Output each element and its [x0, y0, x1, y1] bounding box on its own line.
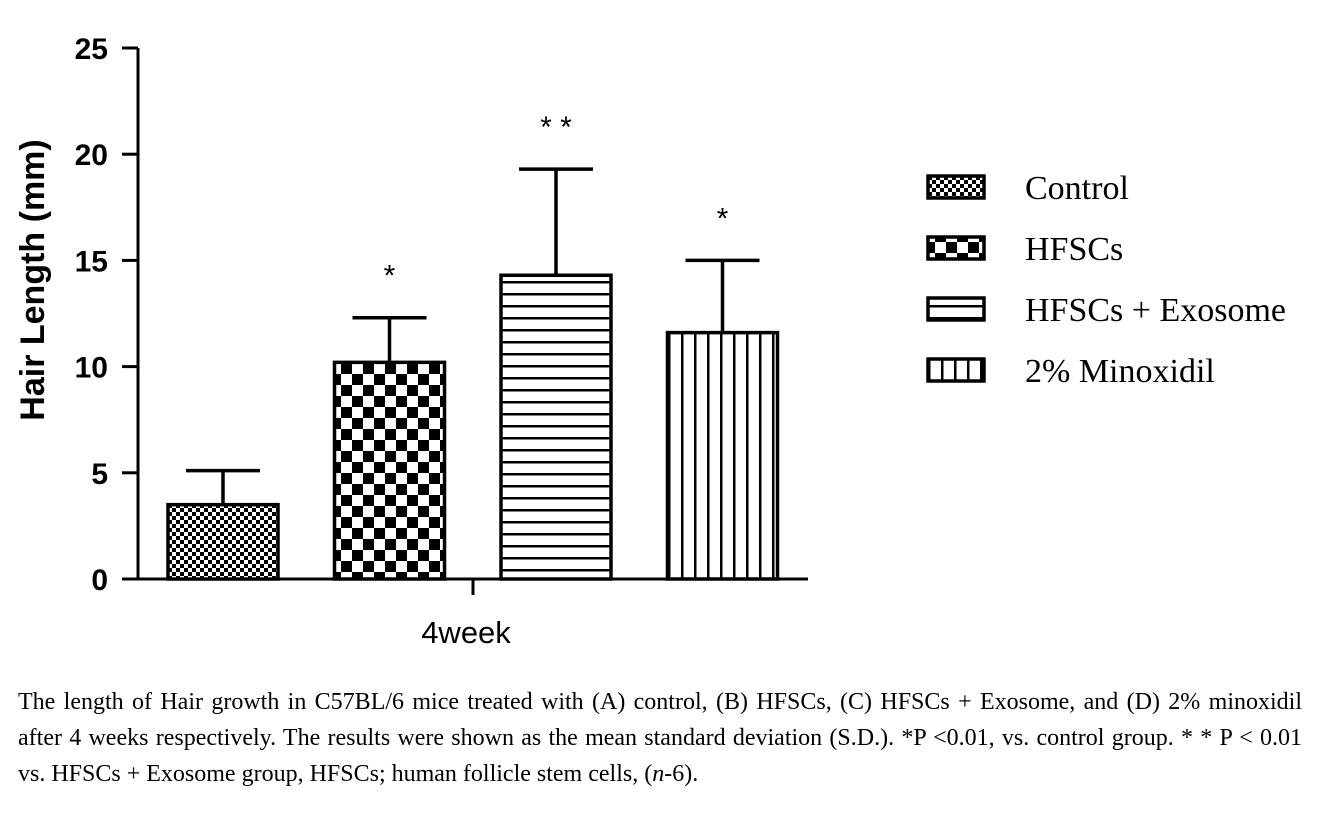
legend-label: HFSCs: [1025, 231, 1123, 268]
bar-group: [166, 468, 280, 581]
legend-item: HFSCs: [926, 231, 1123, 268]
bar-group: * *: [499, 111, 613, 581]
bar: [499, 273, 613, 581]
legend-item: HFSCs + Exosome: [926, 292, 1286, 329]
bar: [665, 330, 780, 581]
legend-swatch: [926, 296, 986, 322]
legend-label: 2% Minoxidil: [1025, 353, 1215, 390]
y-axis: 0 5 10 15 20 25: [75, 33, 140, 597]
caption-n-italic: n: [652, 761, 665, 787]
bars: * * * *: [166, 111, 780, 581]
legend-label: Control: [1025, 170, 1129, 207]
bar-chart: 0 5 10 15 20 25 * * * * Control HFSCs HFSCs + Exo…: [14, 33, 1286, 650]
y-tick-label: 10: [75, 352, 108, 385]
caption-text-end: -6).: [664, 761, 699, 787]
y-tick-label: 15: [75, 245, 108, 278]
bar: [332, 360, 447, 581]
y-tick-label: 0: [91, 564, 108, 597]
x-axis: [136, 577, 808, 595]
y-tick-label: 5: [91, 458, 108, 491]
significance-marker: *: [717, 202, 729, 235]
legend-label: HFSCs + Exosome: [1025, 292, 1286, 329]
y-axis-title: Hair Length (mm): [14, 139, 52, 420]
legend-swatch: [926, 174, 986, 200]
y-tick-label: 20: [75, 139, 108, 172]
legend: Control HFSCs HFSCs + Exosome 2% Minoxidil: [926, 170, 1286, 390]
figure-caption: The length of Hair growth in C57BL/6 mic…: [18, 684, 1302, 792]
legend-swatch: [926, 357, 986, 383]
caption-text: The length of Hair growth in C57BL/6 mic…: [18, 689, 1302, 787]
legend-item: 2% Minoxidil: [926, 353, 1215, 390]
significance-marker: * *: [540, 111, 572, 144]
x-category-label: 4week: [421, 615, 511, 650]
bar-group: *: [332, 260, 447, 581]
significance-marker: *: [384, 260, 396, 293]
legend-swatch: [926, 235, 986, 261]
bar-group: *: [665, 202, 780, 581]
bar: [166, 502, 280, 581]
y-tick-label: 25: [75, 33, 108, 66]
legend-item: Control: [926, 170, 1129, 207]
